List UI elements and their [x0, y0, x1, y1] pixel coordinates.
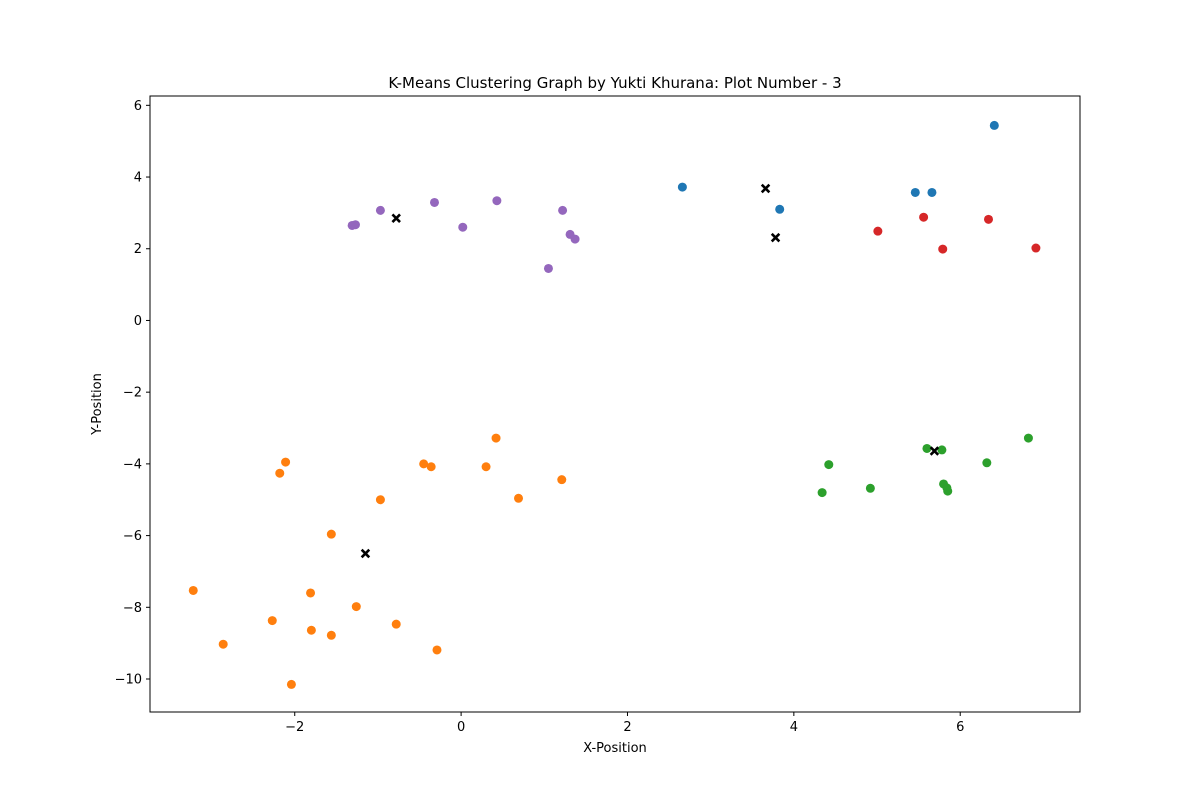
x-axis-label: X-Position	[583, 741, 647, 756]
cluster-green-point	[824, 460, 834, 470]
cluster-blue-point	[927, 187, 937, 197]
x-tick-label: −2	[285, 720, 304, 735]
cluster-purple-point	[375, 205, 385, 215]
cluster-orange-point	[481, 462, 491, 472]
cluster-orange-point	[326, 529, 336, 539]
cluster-green-point	[1023, 433, 1033, 443]
centroid-x-marker	[929, 446, 940, 456]
x-tick-label: 4	[790, 720, 798, 735]
cluster-orange-point	[491, 433, 501, 443]
cluster-orange-point	[306, 625, 316, 635]
cluster-purple-point	[350, 220, 360, 230]
y-tick-label: −2	[123, 386, 142, 401]
cluster-purple-point	[558, 205, 568, 215]
cluster-orange-point	[275, 468, 285, 478]
cluster-orange-point	[351, 602, 361, 612]
cluster-green-point	[817, 488, 827, 498]
axis-ticks: −2 0 2 4 6 −10 −8 −6 −4 −2 0 2 4 6	[115, 99, 965, 735]
x-tick-label: 0	[457, 720, 465, 735]
plot-frame	[149, 95, 1081, 713]
y-tick-label: 4	[134, 171, 142, 186]
cluster-blue-point	[775, 204, 785, 214]
cluster-green-point	[922, 443, 932, 453]
y-tick-label: −6	[123, 529, 142, 544]
cluster-red-point	[938, 244, 948, 254]
cluster-orange-point	[419, 459, 429, 469]
y-tick-label: −8	[123, 601, 142, 616]
cluster-green-point	[982, 458, 992, 468]
cluster-green-point	[865, 483, 875, 493]
chart-title: K-Means Clustering Graph by Yukti Khuran…	[388, 74, 841, 92]
y-axis-label: Y-Position	[90, 373, 105, 436]
centroid-x-marker	[391, 213, 401, 223]
cluster-red-point	[983, 214, 993, 224]
cluster-green-point	[943, 486, 953, 496]
y-tick-label: 2	[134, 242, 142, 257]
cluster-blue-point	[989, 120, 999, 130]
cluster-orange-point	[326, 630, 336, 640]
cluster-purple-point	[429, 197, 439, 207]
y-tick-label: 6	[134, 99, 142, 114]
cluster-blue-point	[677, 182, 687, 192]
cluster-orange-point	[188, 585, 198, 595]
centroid-x-marker	[770, 232, 781, 243]
cluster-blue-point	[910, 187, 920, 197]
cluster-orange-point	[267, 616, 277, 626]
cluster-orange-point	[375, 495, 385, 505]
cluster-orange-point	[426, 462, 436, 472]
cluster-green-point	[937, 445, 947, 455]
cluster-orange-point	[306, 588, 316, 598]
cluster-red-point	[1031, 243, 1041, 253]
cluster-purple-point	[458, 222, 468, 232]
cluster-purple-point	[570, 234, 580, 244]
cluster-orange-point	[432, 645, 442, 655]
data-points	[188, 120, 1041, 689]
cluster-red-point	[873, 226, 883, 236]
centroid-markers	[360, 183, 940, 559]
cluster-orange-point	[286, 679, 296, 689]
x-tick-label: 6	[956, 720, 964, 735]
y-tick-label: −10	[115, 673, 142, 688]
cluster-purple-point	[492, 196, 502, 206]
cluster-orange-point	[391, 619, 401, 629]
centroid-x-marker	[360, 548, 371, 559]
y-tick-label: −4	[123, 457, 142, 472]
cluster-orange-point	[218, 639, 228, 649]
cluster-red-point	[919, 212, 929, 222]
cluster-orange-point	[281, 457, 291, 467]
centroid-x-marker	[760, 183, 771, 194]
y-tick-label: 0	[134, 314, 142, 329]
cluster-orange-point	[557, 475, 567, 485]
x-tick-label: 2	[623, 720, 631, 735]
cluster-purple-point	[543, 263, 553, 273]
cluster-orange-point	[514, 493, 524, 503]
